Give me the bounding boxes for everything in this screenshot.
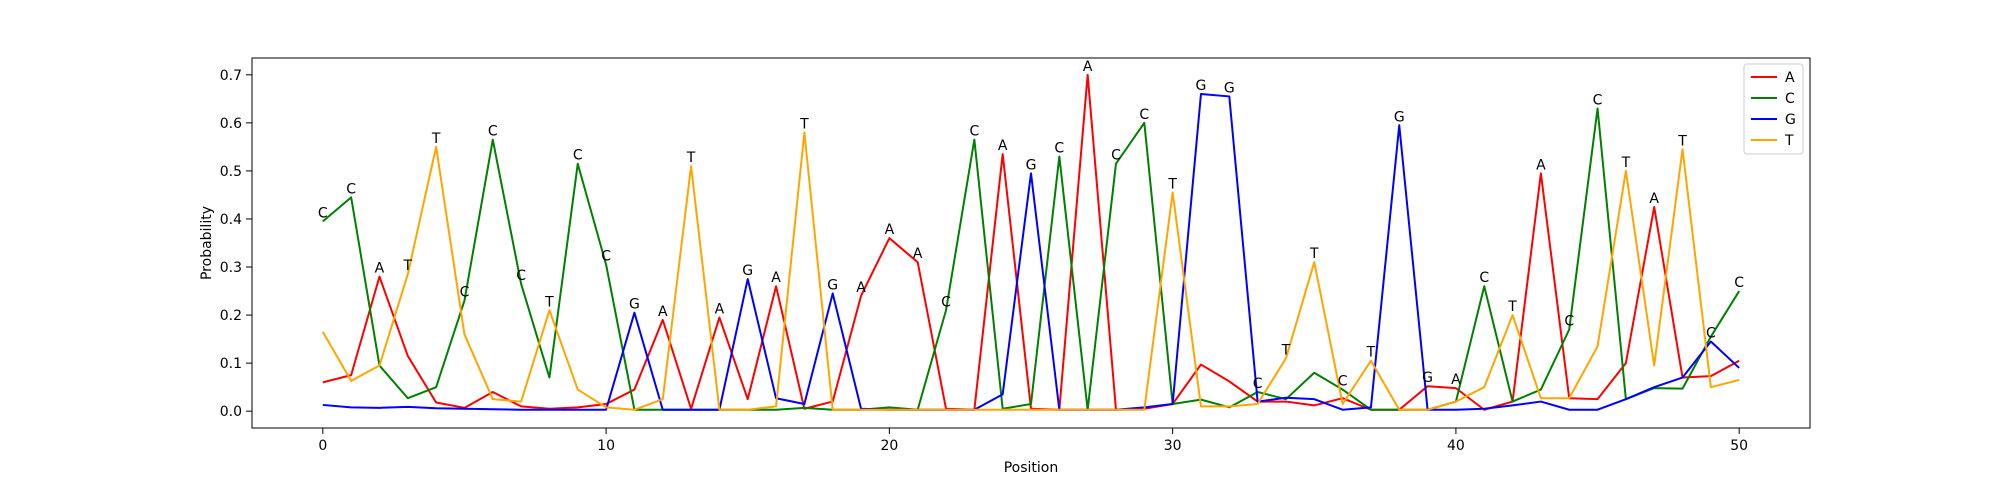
axis-ticks: 0 10 20 30 40 50 0.0 0.1 0.2 0.3 0.4 0.5 0.6 0.7 — [220, 68, 1748, 454]
x-tick-label: 40 — [1447, 438, 1465, 454]
legend-label-C: C — [1785, 91, 1795, 107]
peak-label: C — [1734, 275, 1744, 291]
y-tick-label: 0.6 — [220, 116, 242, 132]
x-tick-label: 10 — [597, 438, 615, 454]
axes-frame — [251, 57, 1811, 429]
x-tick-label: 50 — [1730, 438, 1748, 454]
peak-label: A — [1536, 157, 1546, 173]
peak-label: C — [941, 294, 951, 310]
peak-label: C — [1111, 148, 1121, 164]
peak-label: C — [1706, 326, 1716, 342]
plot-area — [321, 73, 1741, 411]
peak-label: G — [1422, 370, 1433, 386]
peak-label: A — [913, 246, 923, 262]
peak-label: T — [1167, 177, 1177, 193]
peak-label: T — [686, 150, 696, 166]
y-tick-label: 0.4 — [220, 212, 242, 228]
x-tick-label: 30 — [1164, 438, 1182, 454]
peak-label: T — [799, 116, 809, 132]
legend-label-A: A — [1785, 70, 1795, 86]
peak-label: A — [771, 270, 781, 286]
series-line-C — [322, 107, 1741, 411]
peak-label: C — [601, 249, 611, 265]
peak-label: C — [1139, 107, 1149, 123]
peak-label: A — [1083, 59, 1093, 75]
peak-label: T — [1309, 246, 1319, 262]
y-axis-label: Probability — [199, 206, 215, 280]
peak-label: C — [573, 148, 583, 164]
x-tick-label: 20 — [880, 438, 898, 454]
peak-label: C — [1338, 374, 1348, 390]
peak-label: A — [1649, 191, 1659, 207]
y-tick-label: 0.7 — [220, 68, 242, 84]
peak-label: T — [1281, 342, 1291, 358]
peak-label: C — [1054, 141, 1064, 157]
peak-label: A — [998, 138, 1008, 154]
peak-label: G — [1026, 157, 1037, 173]
x-tick-label: 0 — [318, 438, 327, 454]
peak-label: C — [969, 124, 979, 140]
y-tick-label: 0.2 — [220, 308, 242, 324]
peak-labels: C C A T T C C C T C C G A T A G A T G A A A C C A G C A C C T G G C T T C T G G… — [318, 59, 1744, 392]
peak-label: C — [346, 181, 356, 197]
series-line-T — [321, 131, 1740, 411]
peak-label: T — [1621, 155, 1631, 171]
peak-label: T — [1677, 133, 1687, 149]
peak-label: C — [1593, 92, 1603, 108]
legend-label-T: T — [1784, 133, 1794, 149]
legend-label-G: G — [1785, 112, 1796, 128]
peak-label: T — [544, 294, 554, 310]
peak-label: G — [1394, 109, 1405, 125]
y-tick-label: 0.3 — [220, 260, 242, 276]
peak-label: A — [856, 280, 866, 296]
peak-label: A — [1451, 372, 1461, 388]
peak-label: C — [1564, 313, 1574, 329]
x-axis-label: Position — [1004, 460, 1059, 476]
peak-label: T — [1507, 299, 1517, 315]
peak-label: G — [827, 277, 838, 293]
peak-label: G — [742, 263, 753, 279]
peak-label: C — [516, 268, 526, 284]
peak-label: A — [885, 222, 895, 238]
peak-label: C — [1479, 270, 1489, 286]
legend-box — [1743, 63, 1804, 155]
peak-label: G — [629, 297, 640, 313]
series-line-G — [322, 93, 1740, 411]
peak-label: C — [488, 124, 498, 140]
peak-label: T — [1366, 345, 1376, 361]
peak-label: C — [1253, 376, 1263, 392]
peak-label: T — [403, 258, 413, 274]
peak-label: A — [375, 261, 385, 277]
peak-label: C — [318, 205, 328, 221]
peak-label: G — [1196, 78, 1207, 94]
peak-label: C — [460, 285, 470, 301]
y-tick-label: 0.5 — [220, 164, 242, 180]
peak-label: T — [431, 131, 441, 147]
y-tick-label: 0.1 — [220, 356, 242, 372]
peak-label: G — [1224, 80, 1235, 96]
peak-label: A — [715, 301, 725, 317]
y-tick-label: 0.0 — [220, 404, 242, 420]
peak-label: A — [658, 304, 668, 320]
